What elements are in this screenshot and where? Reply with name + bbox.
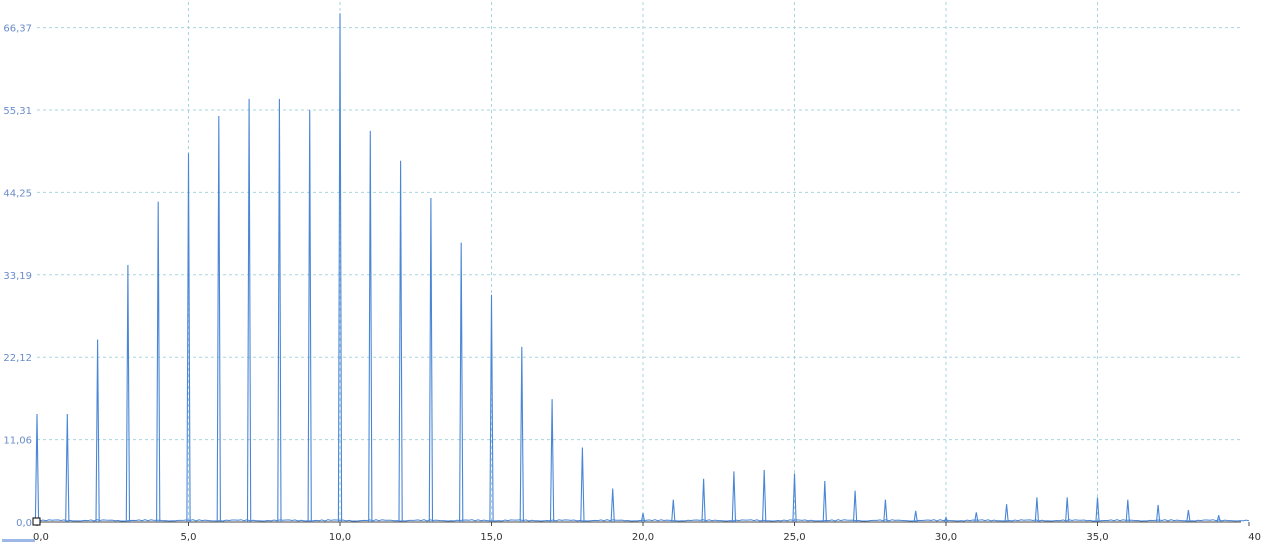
- x-tick-label: 10,0: [329, 532, 351, 543]
- x-tick-label: 5,0: [181, 532, 197, 543]
- spike-peak: [337, 13, 343, 523]
- origin-marker: [32, 517, 41, 526]
- spike-peak: [822, 481, 827, 523]
- x-tick-label: 30,0: [935, 532, 957, 543]
- x-tick-label: 40: [1248, 532, 1261, 543]
- y-tick-label: 11,06: [3, 436, 32, 447]
- spike-peak: [459, 242, 464, 523]
- spike-peak: [65, 413, 70, 523]
- y-tick-label: 66,37: [3, 24, 32, 35]
- spike-peak: [246, 98, 252, 523]
- spike-peak: [368, 130, 373, 523]
- spike-peak: [671, 499, 676, 523]
- gridlines: [36, 2, 1250, 526]
- spike-peak: [519, 346, 524, 523]
- spike-peak: [1216, 515, 1221, 523]
- spike-peak: [549, 399, 555, 523]
- spike-peak: [1065, 497, 1070, 523]
- spike-peak: [883, 499, 888, 523]
- spike-peak: [307, 110, 312, 523]
- spike-peak: [792, 473, 797, 523]
- spike-peak: [428, 197, 434, 523]
- scroll-indicator[interactable]: [2, 539, 35, 542]
- x-tick-label: 20,0: [632, 532, 654, 543]
- spike-peak: [1155, 504, 1161, 523]
- series-spikes: [34, 13, 1250, 523]
- spike-peak: [95, 339, 100, 523]
- x-tick-label: 35,0: [1086, 532, 1108, 543]
- spike-peak: [125, 264, 131, 523]
- x-tick-labels: 0,0 5,0 10,0 15,0 20,0 25,0 30,0 35,0 40: [33, 532, 1261, 543]
- spike-peak: [34, 413, 40, 523]
- spike-peak: [489, 294, 494, 523]
- spike-peak: [701, 478, 706, 523]
- spike-peak: [852, 490, 858, 523]
- spike-peak: [913, 510, 918, 523]
- spike-peak: [1125, 499, 1130, 523]
- x-tick-label: 15,0: [480, 532, 502, 543]
- x-tick-label: 0,0: [33, 532, 49, 543]
- spike-peak: [1034, 497, 1040, 523]
- spike-peak: [1186, 510, 1191, 523]
- y-tick-label: 44,25: [3, 188, 32, 199]
- spike-peak: [943, 515, 949, 523]
- spike-peak: [640, 512, 646, 523]
- spike-peak: [156, 201, 161, 523]
- y-tick-labels: 0,0 11,06 22,12 33,19 44,25 55,31 66,37: [3, 24, 32, 529]
- spike-peak: [186, 153, 191, 523]
- x-tick-label: 25,0: [783, 532, 805, 543]
- y-tick-label: 0,0: [16, 518, 32, 529]
- spike-peak: [762, 469, 767, 523]
- spike-peak: [216, 116, 221, 523]
- spike-peak: [1095, 497, 1100, 523]
- spike-peak: [731, 471, 737, 523]
- spike-peak: [610, 488, 615, 523]
- y-tick-label: 22,12: [3, 353, 32, 364]
- spike-peak: [580, 447, 585, 523]
- spike-peak: [398, 160, 403, 523]
- spike-peak: [974, 512, 979, 523]
- spike-peak: [1004, 504, 1009, 523]
- y-tick-label: 55,31: [3, 106, 32, 117]
- y-tick-label: 33,19: [3, 271, 32, 282]
- spike-peak: [277, 98, 282, 523]
